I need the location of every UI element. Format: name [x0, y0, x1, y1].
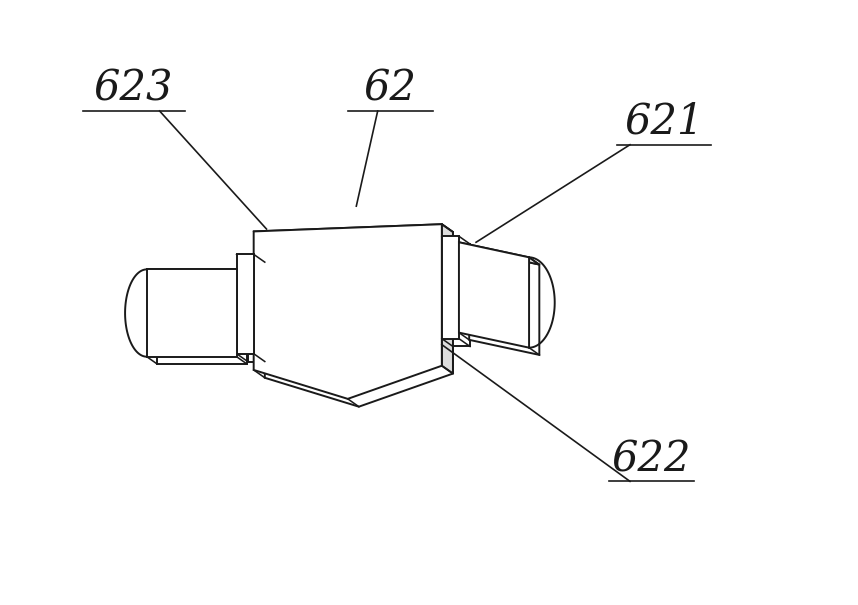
Polygon shape: [459, 242, 529, 348]
Polygon shape: [442, 224, 453, 373]
Polygon shape: [254, 224, 442, 399]
Polygon shape: [147, 269, 237, 357]
Polygon shape: [453, 244, 470, 347]
Polygon shape: [254, 224, 453, 239]
Polygon shape: [157, 276, 247, 364]
Polygon shape: [442, 237, 459, 339]
Text: 62: 62: [364, 68, 417, 110]
Text: 622: 622: [612, 438, 691, 480]
Polygon shape: [459, 242, 540, 264]
Polygon shape: [248, 262, 265, 362]
Polygon shape: [469, 249, 540, 355]
Polygon shape: [147, 269, 247, 276]
Text: 623: 623: [94, 68, 173, 110]
Polygon shape: [265, 232, 453, 407]
Polygon shape: [237, 254, 254, 354]
Text: 621: 621: [625, 101, 704, 143]
